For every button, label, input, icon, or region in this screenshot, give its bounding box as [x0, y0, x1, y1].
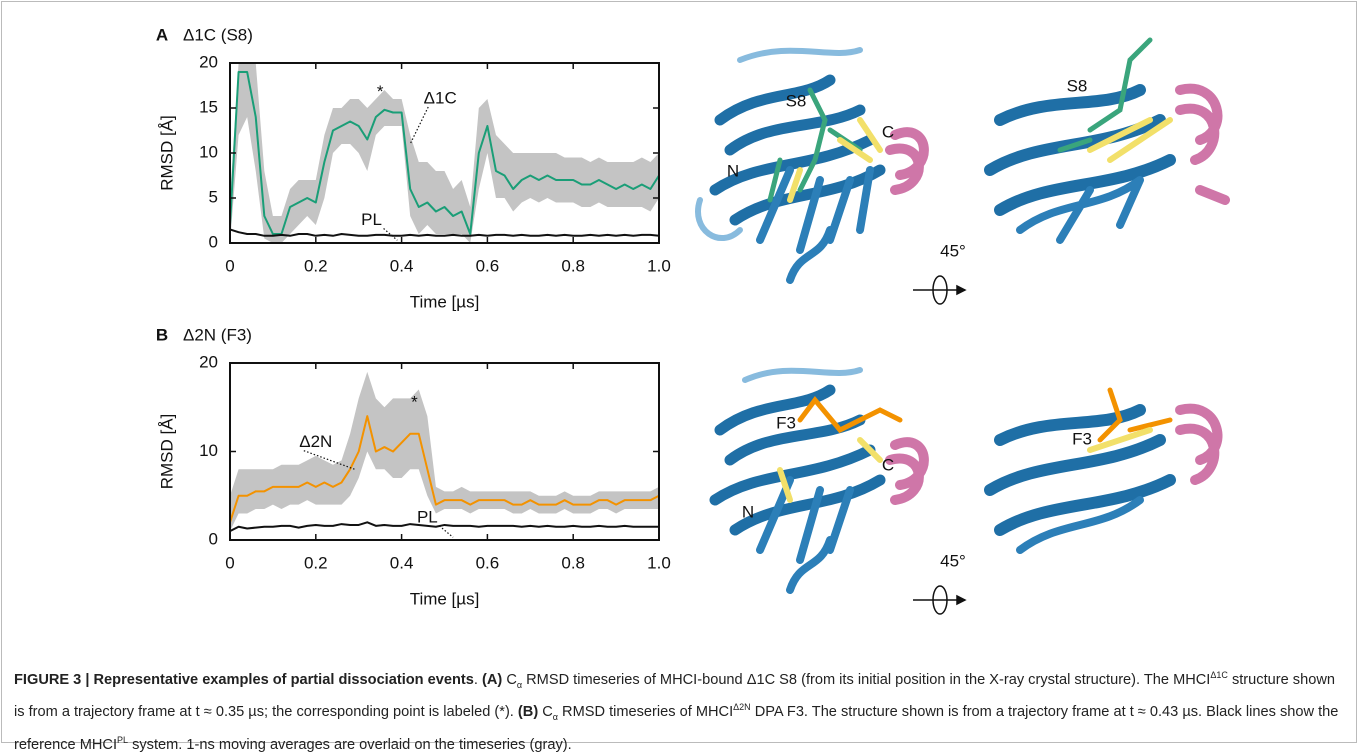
structure-label: F3	[1072, 429, 1092, 448]
band	[230, 63, 659, 243]
leader-line	[409, 106, 429, 145]
y-tick-label: 15	[199, 97, 218, 116]
structure-label: F3	[776, 413, 796, 432]
structure-b-rotated	[984, 387, 1223, 554]
structure-a-rotated	[984, 37, 1230, 244]
y-tick-label: 5	[209, 187, 218, 206]
x-tick-label: 0.6	[476, 256, 500, 275]
caption-text: (B)	[517, 704, 539, 721]
leader-line	[438, 525, 454, 538]
structure-label: 45°	[940, 551, 966, 570]
x-tick-label: 0.8	[561, 256, 585, 275]
y-tick-label: 0	[209, 232, 218, 251]
x-tick-label: 0.6	[476, 553, 500, 572]
structure-label: N	[742, 502, 754, 521]
structure-label: N	[727, 161, 739, 180]
x-tick-label: 0	[225, 553, 234, 572]
x-tick-label: 0.8	[561, 553, 585, 572]
panel-label: B	[156, 325, 168, 344]
caption-text: Δ1C	[1210, 670, 1228, 680]
panel-title: Δ1C (S8)	[183, 25, 253, 44]
series-line	[230, 415, 659, 523]
caption-text: α	[552, 712, 558, 723]
annotation: *	[411, 392, 418, 411]
caption: FIGURE 3 | Representative examples of pa…	[14, 664, 1344, 756]
series-name: PL	[361, 210, 382, 229]
series-name: PL	[417, 507, 438, 526]
caption-text: C	[502, 671, 517, 688]
plot-frame	[229, 362, 660, 541]
caption-text: Representative examples of partial disso…	[93, 671, 474, 688]
structure-label: 45°	[940, 241, 966, 260]
caption-text: FIGURE 3 |	[14, 671, 94, 688]
caption-text: PL	[117, 734, 129, 745]
caption-text: .	[473, 671, 483, 688]
structure-label: C	[882, 455, 894, 474]
x-axis-label: Time [µs]	[410, 589, 480, 608]
series-line	[230, 228, 659, 237]
caption-text: (A)	[482, 671, 503, 688]
caption-text: RMSD timeseries of MHCI	[557, 704, 734, 721]
x-tick-label: 0.4	[390, 553, 414, 572]
leader-line	[383, 228, 398, 241]
series-line	[230, 71, 659, 235]
panel-title: Δ2N (F3)	[183, 325, 252, 344]
series-name: Δ2N	[299, 432, 332, 451]
caption-text: Δ2N	[733, 702, 751, 713]
y-axis-label: RMSD [Å]	[157, 414, 176, 490]
x-axis-label: Time [µs]	[410, 292, 480, 311]
band	[230, 371, 659, 532]
x-tick-label: 0.2	[304, 553, 328, 572]
rotation-icon	[913, 275, 967, 305]
caption-text: structure shown is from a trajectory fra…	[14, 671, 1340, 721]
x-tick-label: 0	[225, 256, 234, 275]
panel-label: A	[156, 25, 168, 44]
series-name: Δ1C	[424, 88, 457, 107]
y-tick-label: 20	[199, 52, 218, 71]
structure-label: S8	[1067, 76, 1088, 95]
y-tick-label: 0	[209, 529, 218, 548]
caption-text: α	[516, 679, 523, 690]
caption-text: C	[538, 704, 553, 721]
y-axis-label: RMSD [Å]	[157, 115, 176, 191]
structure-label: C	[882, 122, 894, 141]
rotation-icon	[913, 585, 967, 615]
caption-text: system. 1-ns moving averages are overlai…	[128, 736, 572, 753]
x-tick-label: 1.0	[647, 256, 671, 275]
x-tick-label: 0.4	[390, 256, 414, 275]
annotation: *	[377, 82, 384, 101]
structure-label: S8	[786, 91, 807, 110]
y-tick-label: 10	[199, 441, 218, 460]
structure-b	[709, 367, 929, 594]
structure-a	[695, 47, 929, 284]
x-tick-label: 1.0	[647, 553, 671, 572]
y-tick-label: 10	[199, 142, 218, 161]
x-tick-label: 0.2	[304, 256, 328, 275]
caption-text: RMSD timeseries of MHCI-bound Δ1C S8 (fr…	[522, 671, 1211, 688]
series-line	[230, 521, 659, 533]
y-tick-label: 20	[199, 352, 218, 371]
